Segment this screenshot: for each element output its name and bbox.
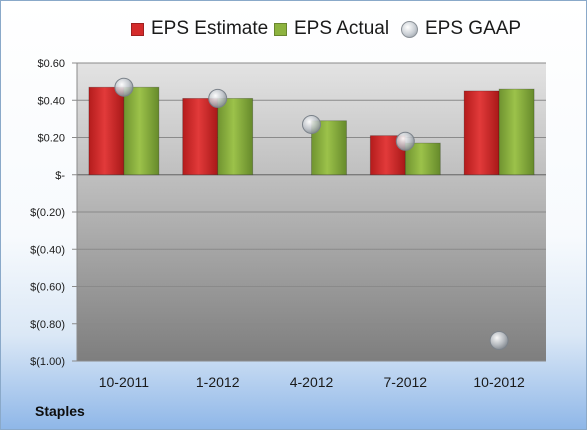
eps-gaap-point (208, 88, 228, 108)
x-tick-label: 7-2012 (384, 374, 428, 390)
legend-item: EPS Actual (274, 15, 389, 43)
eps-actual-bar (498, 88, 535, 176)
y-tick-label: $0.60 (37, 58, 65, 70)
eps-actual-bar (123, 86, 160, 176)
eps-estimate-bar (182, 97, 219, 176)
legend-swatch (274, 22, 287, 36)
legend-swatch (131, 22, 144, 36)
eps-actual-bar (217, 97, 254, 176)
company-name: Staples (35, 403, 85, 419)
y-tick-label: $(0.80) (30, 319, 65, 331)
eps-gaap-point (395, 131, 415, 151)
y-tick-label: $0.20 (37, 133, 65, 145)
eps-estimate-bar (463, 90, 500, 176)
chart-legend: EPS Estimate EPS Actual EPS GAAP (1, 15, 587, 43)
legend-label: EPS Estimate (151, 18, 269, 39)
y-tick-label: $(0.20) (30, 207, 65, 219)
x-tick-label: 10-2012 (473, 374, 525, 390)
y-tick-label: $- (55, 170, 65, 182)
eps-gaap-point (489, 331, 509, 351)
eps-estimate-bar (88, 86, 125, 176)
y-tick-label: $0.40 (37, 95, 65, 107)
y-tick-label: $(0.40) (30, 244, 65, 256)
legend-swatch (401, 20, 418, 38)
legend-label: EPS GAAP (425, 18, 522, 39)
legend-item: EPS GAAP (401, 15, 521, 43)
legend-item: EPS Estimate (131, 15, 268, 43)
x-tick-label: 1-2012 (196, 374, 240, 390)
y-tick-label: $(1.00) (30, 356, 65, 368)
eps-gaap-point (302, 114, 321, 134)
legend-label: EPS Actual (294, 18, 390, 39)
y-tick-label: $(0.60) (30, 282, 65, 294)
x-tick-label: 4-2012 (290, 374, 334, 390)
x-tick-label: 10-2011 (99, 374, 150, 390)
eps-gaap-point (114, 77, 134, 97)
